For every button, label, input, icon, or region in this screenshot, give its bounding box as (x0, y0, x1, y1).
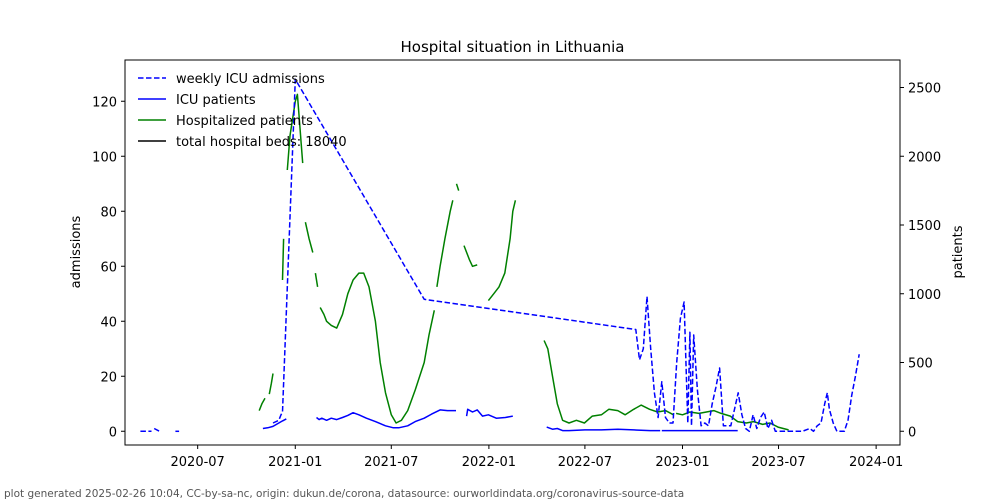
x-tick-label: 2024-01 (849, 455, 903, 470)
hospitalized-patients-line (281, 238, 285, 281)
left-tick-label: 40 (100, 315, 117, 330)
right-tick-label: 1500 (908, 219, 941, 234)
hospitalized-patients-line (463, 245, 478, 268)
icu-patients-line (465, 408, 513, 419)
left-tick-label: 60 (100, 260, 117, 275)
x-tick-label: 2021-07 (364, 455, 418, 470)
right-axis: 0 500 1000 1500 2000 2500 (900, 82, 941, 440)
hospitalized-patients-line (319, 272, 436, 424)
x-tick-label: 2022-07 (558, 455, 612, 470)
plot-frame (124, 59, 901, 446)
series-layer (140, 78, 860, 433)
left-tick-label: 100 (92, 150, 117, 165)
icu-patients-line (316, 409, 456, 429)
hospitalized-patients-line (543, 340, 674, 424)
right-axis-label: patients (951, 225, 966, 278)
hospitalized-patients-line (487, 200, 517, 302)
left-tick-label: 80 (100, 205, 117, 220)
legend-label: total hospital beds: 18040 (176, 135, 347, 150)
left-tick-label: 20 (100, 370, 117, 385)
footer-text: plot generated 2025-02-26 10:04, CC-by-s… (4, 488, 684, 500)
icu-patients-line (262, 418, 287, 430)
left-axis-label: admissions (69, 215, 84, 288)
hospitalized-patients-line (258, 397, 266, 411)
x-tick-label: 2023-07 (751, 455, 805, 470)
legend-label: Hospitalized patients (176, 114, 313, 129)
right-tick-label: 1000 (908, 288, 941, 303)
weekly-icu-admissions-line (272, 78, 860, 433)
legend-label: weekly ICU admissions (176, 72, 325, 87)
x-tick-label: 2020-07 (171, 455, 225, 470)
hospitalized-patients-line (314, 272, 319, 288)
left-tick-label: 0 (109, 425, 117, 440)
x-tick-label: 2021-01 (268, 455, 322, 470)
x-tick-label: 2022-01 (462, 455, 516, 470)
hospitalized-patients-line (286, 93, 304, 171)
hospitalized-patients-line (304, 222, 314, 253)
weekly-icu-admissions-line (153, 427, 160, 432)
x-tick-label: 2023-01 (655, 455, 709, 470)
hospitalized-patients-line (675, 409, 789, 431)
hospitalized-patients-line (268, 373, 274, 395)
left-tick-label: 120 (92, 95, 117, 110)
hospitalized-patients-line (455, 183, 460, 191)
x-axis: 2020-07 2021-01 2021-07 2022-01 2022-07 2023-… (171, 445, 903, 470)
icu-patients-line (546, 426, 661, 432)
hospitalized-patients-line (436, 200, 454, 288)
chart-title: Hospital situation in Lithuania (401, 38, 625, 56)
legend: weekly ICU admissions ICU patients Hospita… (138, 72, 347, 150)
right-tick-label: 2500 (908, 82, 941, 97)
legend-label: ICU patients (176, 93, 256, 108)
right-tick-label: 500 (908, 357, 933, 372)
left-axis: 0 20 40 60 80 100 120 (92, 95, 125, 440)
right-tick-label: 2000 (908, 150, 941, 165)
right-tick-label: 0 (908, 425, 916, 440)
